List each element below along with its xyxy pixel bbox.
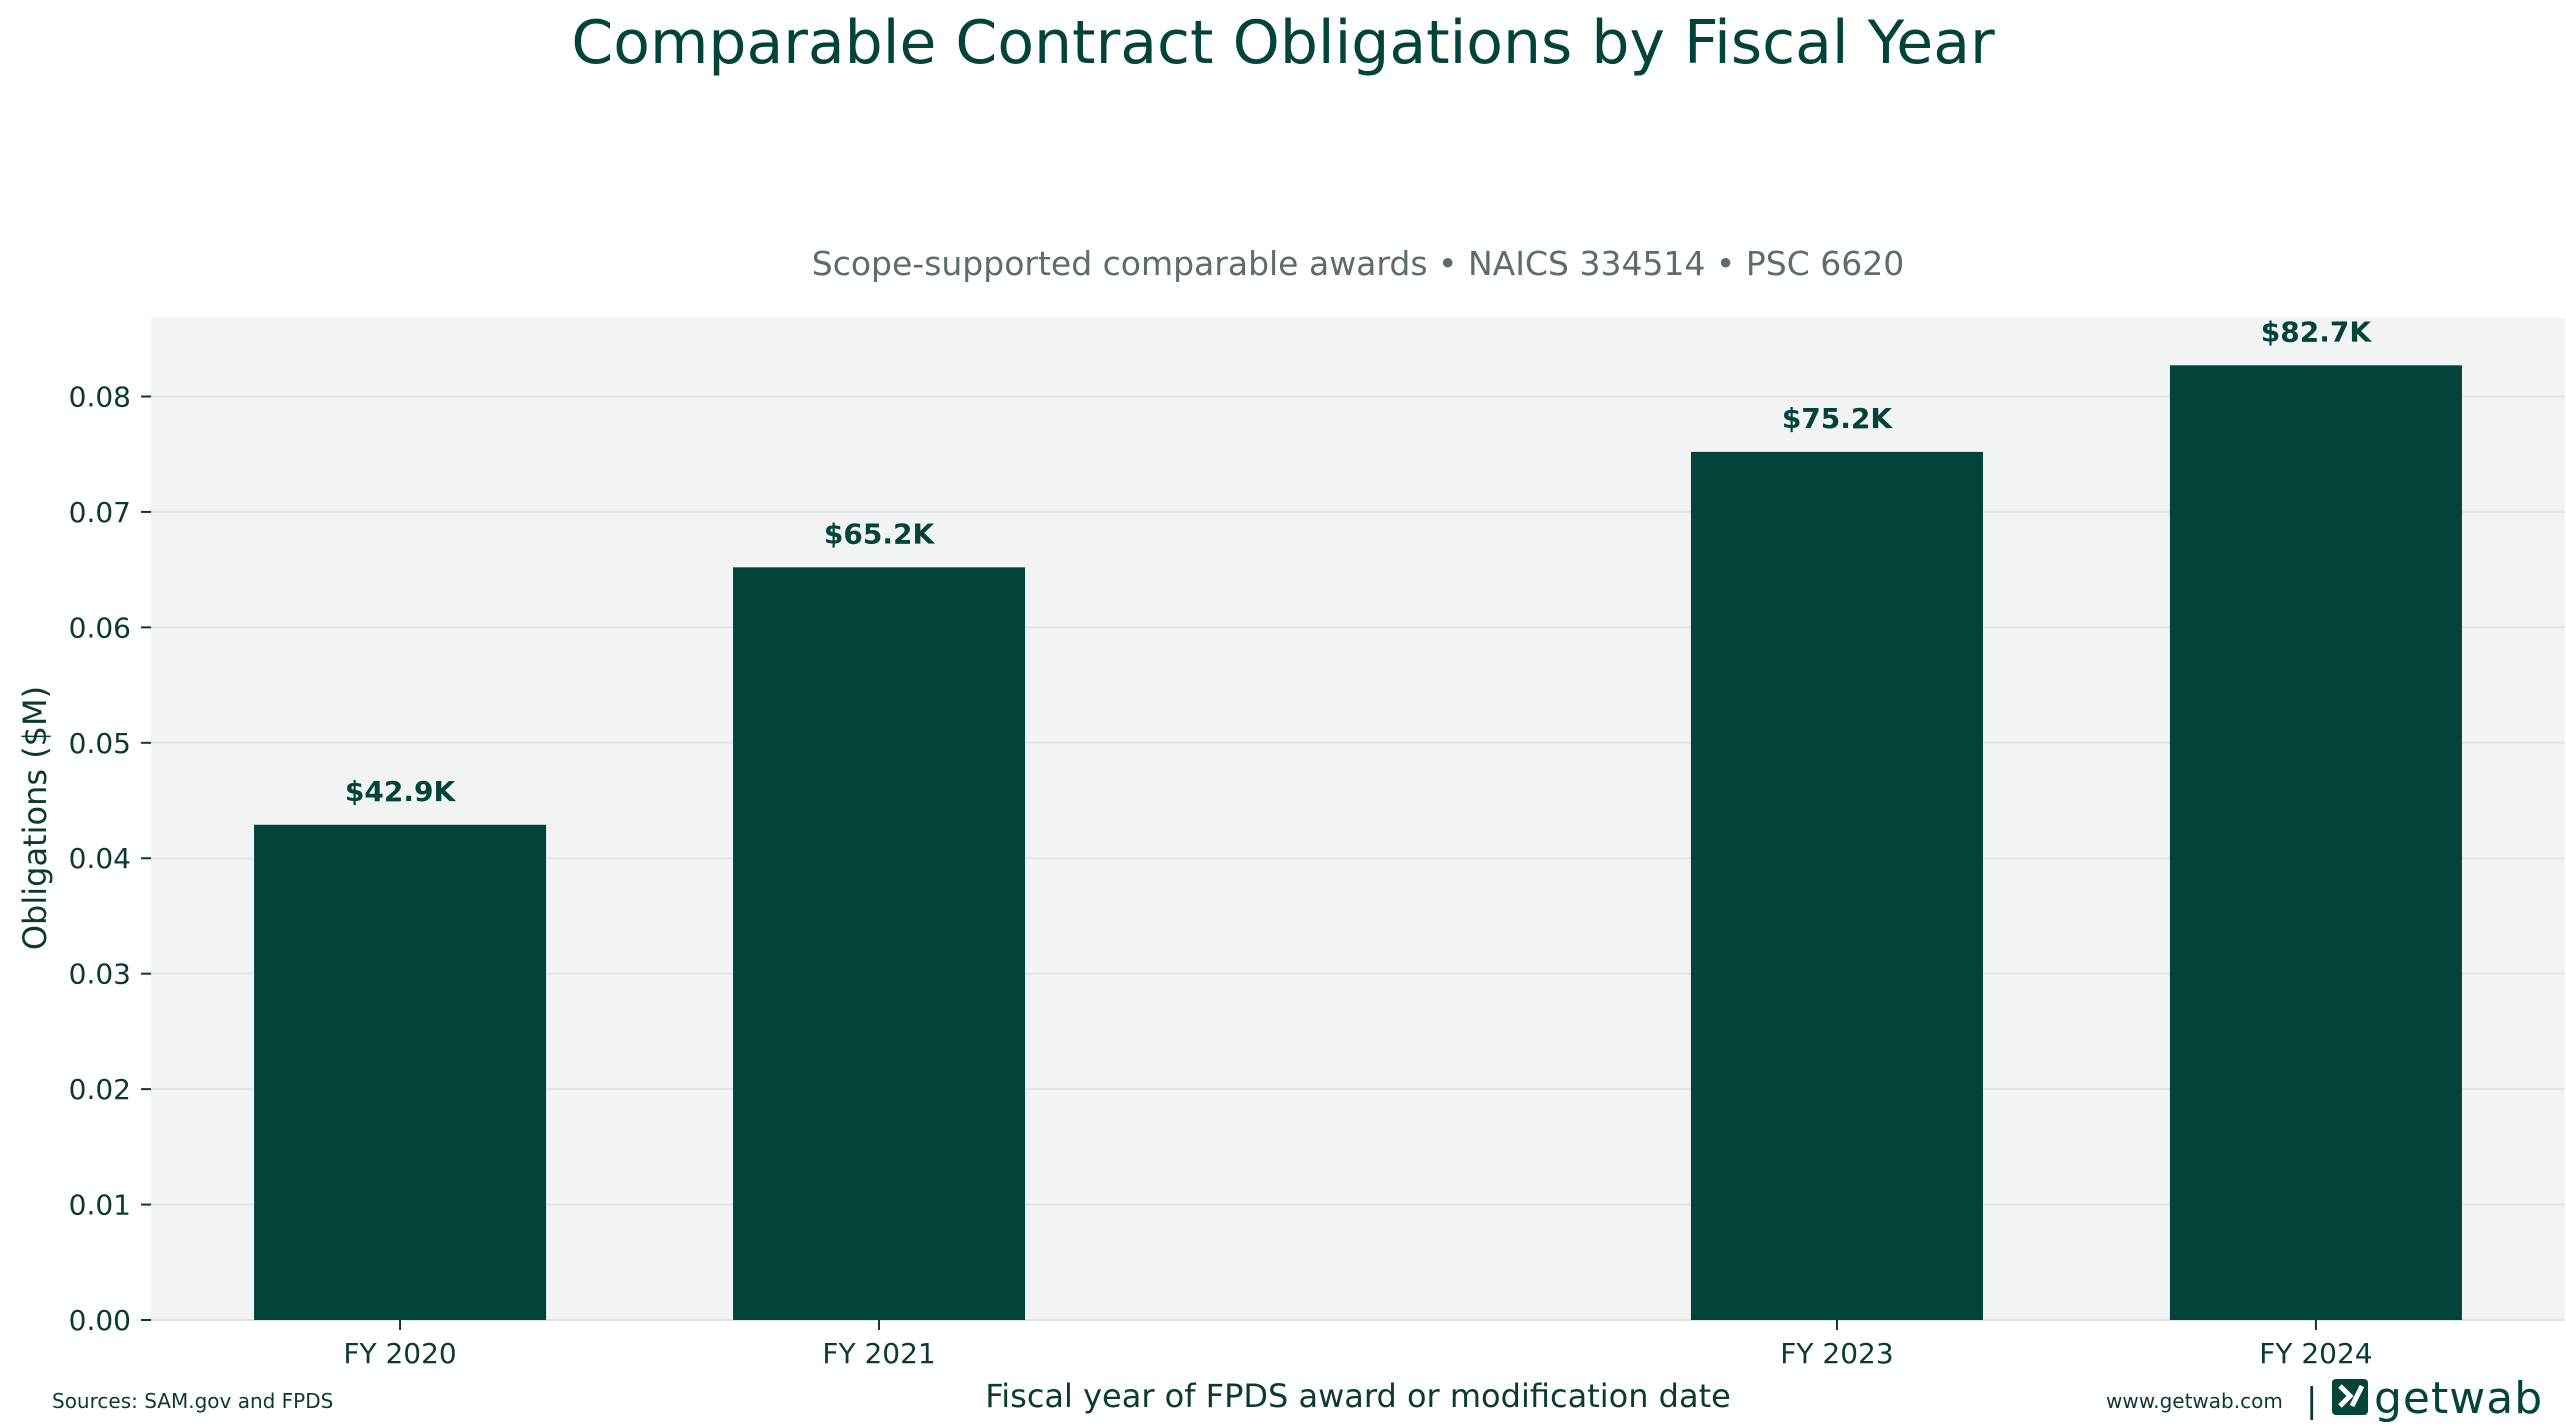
x-tick-label: FY 2023 [1780,1337,1893,1370]
bars [254,365,2462,1321]
footer-separator: | [2306,1381,2317,1421]
bar-labels: $42.9K $65.2K $75.2K $82.7K [345,315,2372,807]
bar-value-label: $65.2K [824,517,936,550]
y-tick-label: 0.05 [69,727,131,760]
bar-value-label: $42.9K [345,775,457,808]
y-tick-label: 0.06 [69,611,131,644]
x-tick-label: FY 2024 [2259,1337,2372,1370]
bar [254,824,547,1320]
x-axis: FY 2020 FY 2021 FY 2023 FY 2024 [343,1320,2373,1370]
x-axis-label: Fiscal year of FPDS award or modificatio… [985,1377,1731,1415]
plot-area [151,318,2565,1320]
y-tick-label: 0.00 [69,1304,131,1337]
bar [733,567,1026,1320]
x-tick-label: FY 2020 [343,1337,456,1370]
grid-lines [151,395,2565,1321]
x-tick-label: FY 2021 [822,1337,935,1370]
chart-title: Comparable Contract Obligations by Fisca… [571,8,1995,78]
y-tick-label: 0.03 [69,958,131,991]
bar-value-label: $82.7K [2261,315,2373,348]
bar-value-label: $75.2K [1782,402,1894,435]
logo-text: getwab [2374,1373,2543,1424]
y-axis-label: Obligations ($M) [16,686,54,950]
bar [2169,365,2462,1321]
y-tick-label: 0.08 [69,380,131,413]
sources-note: Sources: SAM.gov and FPDS [52,1389,333,1413]
y-tick-label: 0.01 [69,1189,131,1222]
website-link[interactable]: www.getwab.com [2106,1389,2283,1413]
y-tick-label: 0.02 [69,1073,131,1106]
bar [1690,451,1983,1320]
getwab-logo-icon [2332,1379,2368,1415]
chart-subtitle: Scope-supported comparable awards • NAIC… [812,244,1904,283]
y-axis: 0.00 0.01 0.02 0.03 0.04 0.05 0.06 0.07 0.08 [69,380,151,1337]
y-tick-label: 0.04 [69,842,131,875]
y-tick-label: 0.07 [69,496,131,529]
